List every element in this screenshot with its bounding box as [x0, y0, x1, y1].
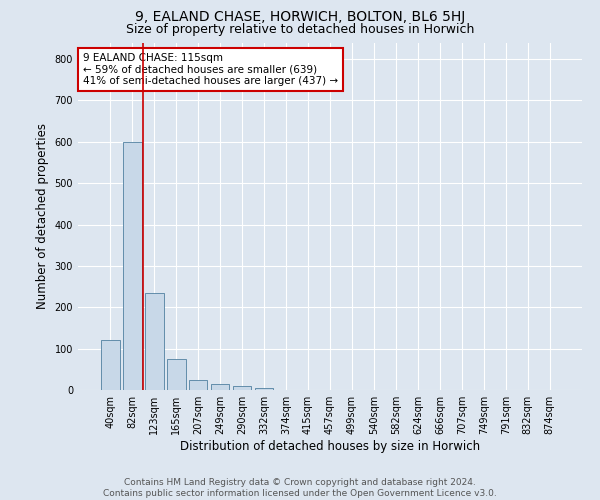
Text: Size of property relative to detached houses in Horwich: Size of property relative to detached ho… [126, 22, 474, 36]
Text: 9 EALAND CHASE: 115sqm
← 59% of detached houses are smaller (639)
41% of semi-de: 9 EALAND CHASE: 115sqm ← 59% of detached… [83, 53, 338, 86]
Text: Contains HM Land Registry data © Crown copyright and database right 2024.
Contai: Contains HM Land Registry data © Crown c… [103, 478, 497, 498]
Bar [233, 386, 251, 390]
Bar [211, 384, 229, 390]
X-axis label: Distribution of detached houses by size in Horwich: Distribution of detached houses by size … [180, 440, 480, 453]
Text: 9, EALAND CHASE, HORWICH, BOLTON, BL6 5HJ: 9, EALAND CHASE, HORWICH, BOLTON, BL6 5H… [135, 10, 465, 24]
Bar [123, 142, 142, 390]
Bar [189, 380, 208, 390]
Bar [255, 388, 274, 390]
Bar [145, 293, 164, 390]
Bar [101, 340, 119, 390]
Bar [167, 359, 185, 390]
Y-axis label: Number of detached properties: Number of detached properties [36, 123, 49, 309]
